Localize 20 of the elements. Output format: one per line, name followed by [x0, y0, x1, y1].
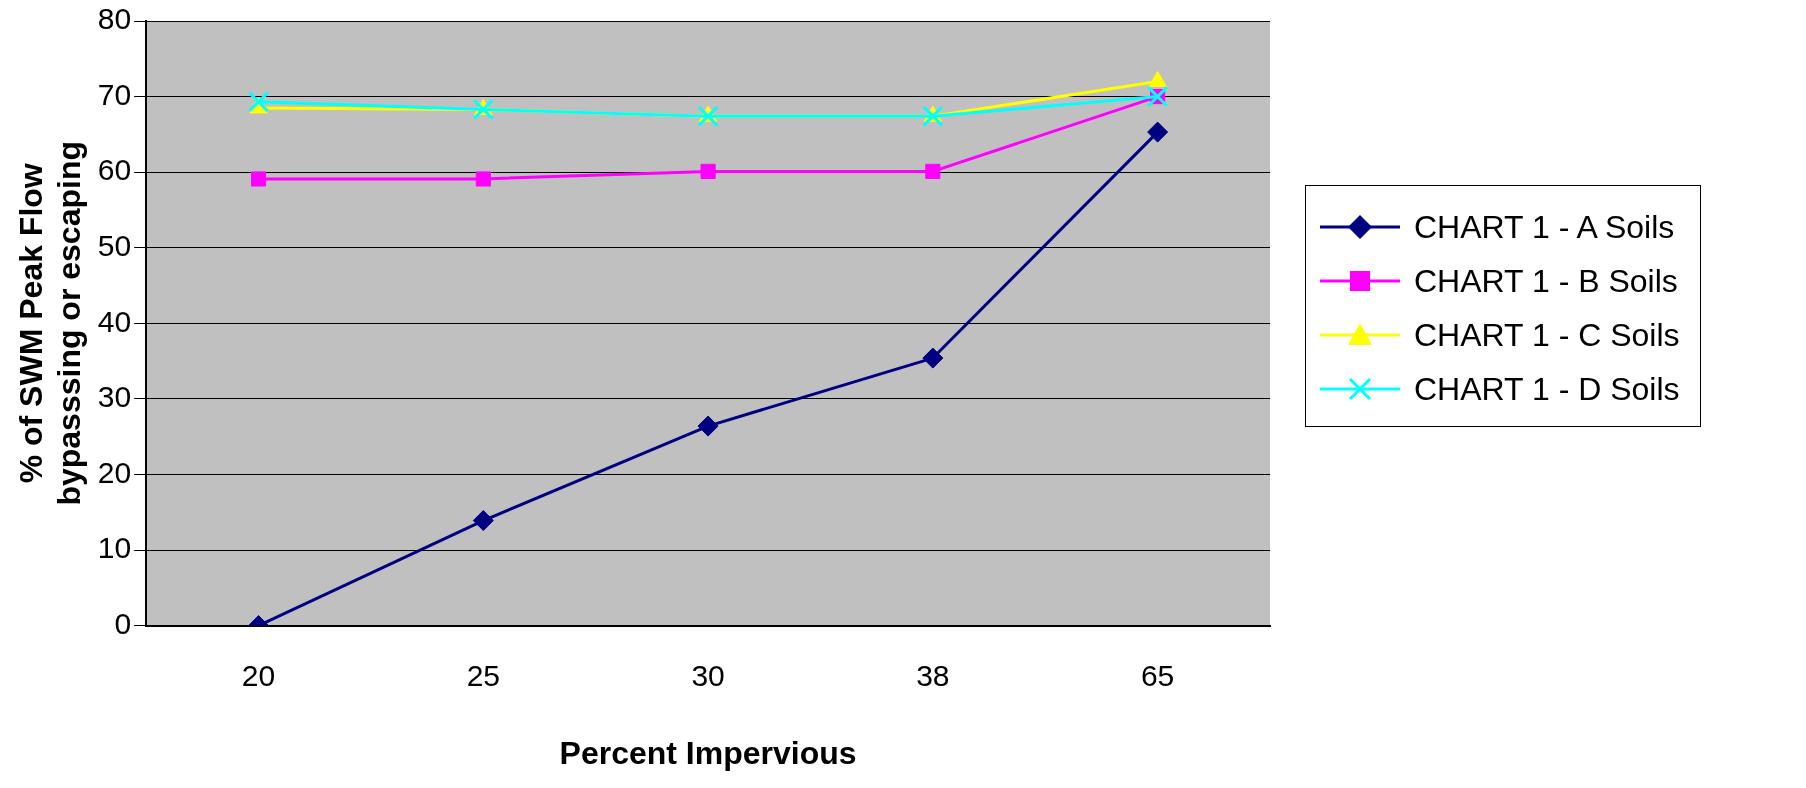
x-tick-label: 38: [916, 658, 950, 692]
legend-label: CHART 1 - B Soils: [1414, 262, 1678, 300]
y-tick-label: 0: [114, 606, 132, 640]
y-tick-label: 20: [97, 455, 132, 489]
x-tick-label: 30: [691, 658, 725, 692]
x-tick-label: 20: [241, 658, 276, 692]
legend-label: CHART 1 - C Soils: [1414, 316, 1680, 354]
y-tick-label: 40: [97, 304, 132, 338]
y-tick-label: 80: [97, 2, 132, 36]
y-tick-label: 50: [97, 228, 132, 262]
y-tick-label: 70: [97, 77, 132, 111]
legend-label: CHART 1 - D Soils: [1414, 370, 1680, 408]
legend-label: CHART 1 - A Soils: [1414, 208, 1675, 246]
y-tick-label: 60: [97, 153, 132, 187]
y-tick-label: 10: [97, 531, 132, 565]
x-axis-title: Percent Impervious: [559, 734, 857, 771]
y-tick-label: 30: [97, 380, 132, 414]
y-axis-title: % of SWM Peak Flow bypasssing or escaping: [13, 141, 88, 506]
x-tick-label: 65: [1140, 658, 1175, 692]
x-tick-label: 25: [466, 658, 501, 692]
